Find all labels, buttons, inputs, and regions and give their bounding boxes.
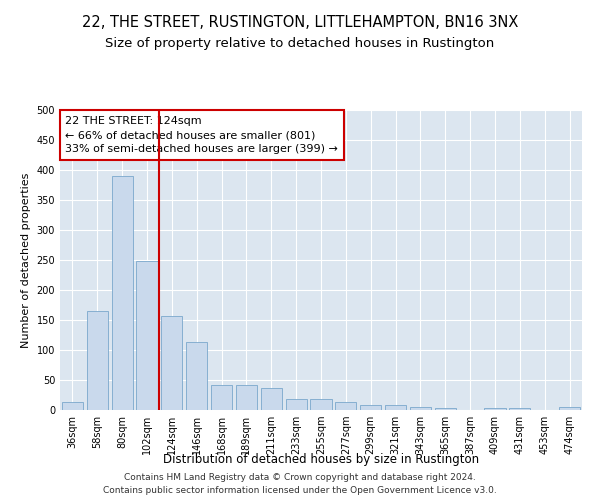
Bar bbox=[136, 261, 158, 410]
Bar bbox=[484, 408, 506, 410]
Bar bbox=[87, 311, 108, 410]
Text: 22, THE STREET, RUSTINGTON, LITTLEHAMPTON, BN16 3NX: 22, THE STREET, RUSTINGTON, LITTLEHAMPTO… bbox=[82, 15, 518, 30]
Bar bbox=[410, 407, 431, 410]
Bar bbox=[112, 176, 133, 410]
Bar bbox=[236, 385, 257, 410]
Bar bbox=[211, 385, 232, 410]
Text: 22 THE STREET: 124sqm
← 66% of detached houses are smaller (801)
33% of semi-det: 22 THE STREET: 124sqm ← 66% of detached … bbox=[65, 116, 338, 154]
Bar bbox=[435, 408, 456, 410]
Bar bbox=[360, 405, 381, 410]
Bar bbox=[559, 407, 580, 410]
Bar bbox=[286, 399, 307, 410]
Text: Size of property relative to detached houses in Rustington: Size of property relative to detached ho… bbox=[106, 38, 494, 51]
Text: Contains HM Land Registry data © Crown copyright and database right 2024.
Contai: Contains HM Land Registry data © Crown c… bbox=[103, 473, 497, 495]
Y-axis label: Number of detached properties: Number of detached properties bbox=[21, 172, 31, 348]
Bar bbox=[261, 388, 282, 410]
Bar bbox=[62, 402, 83, 410]
Bar bbox=[385, 405, 406, 410]
Bar bbox=[186, 342, 207, 410]
Bar bbox=[310, 399, 332, 410]
Bar bbox=[335, 402, 356, 410]
Bar bbox=[161, 316, 182, 410]
Text: Distribution of detached houses by size in Rustington: Distribution of detached houses by size … bbox=[163, 452, 479, 466]
Bar bbox=[509, 408, 530, 410]
